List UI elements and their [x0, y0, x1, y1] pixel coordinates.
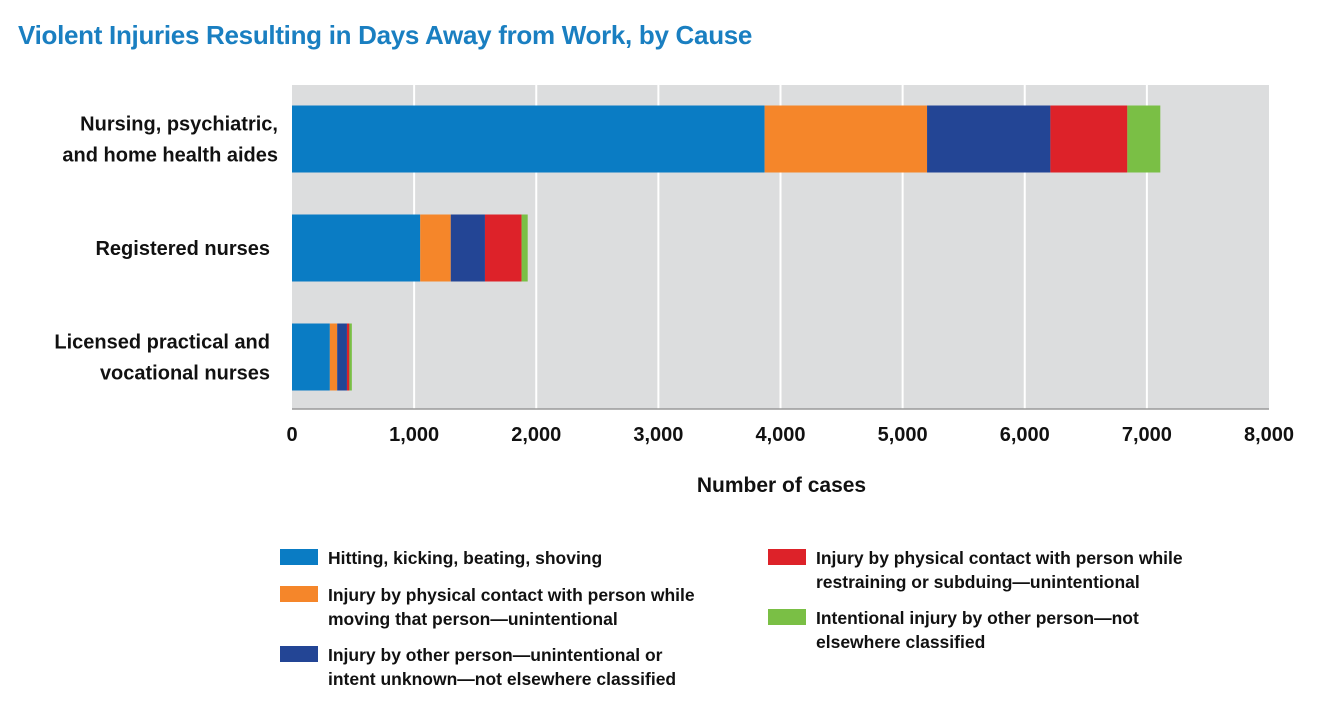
legend-label: Intentional injury by other person—not [816, 608, 1139, 628]
bar-segment [1050, 105, 1128, 173]
bar-segment [329, 323, 338, 391]
legend-swatch [280, 549, 318, 565]
legend-swatch [768, 549, 806, 565]
bar-segment [521, 214, 528, 282]
bar-segment [764, 105, 928, 173]
legend-label: Injury by physical contact with person w… [328, 585, 695, 605]
bar-segment [420, 214, 451, 282]
chart-title: Violent Injuries Resulting in Days Away … [18, 20, 753, 50]
x-tick-label: 7,000 [1122, 424, 1172, 446]
legend-swatch [768, 609, 806, 625]
category-label: Registered nurses [95, 238, 270, 260]
legend-label: restraining or subduing—unintentional [816, 572, 1140, 592]
legend-label: Injury by physical contact with person w… [816, 548, 1183, 568]
legend-swatch [280, 646, 318, 662]
bar-segment [337, 323, 347, 391]
legend-label: Injury by other person—unintentional or [328, 645, 663, 665]
bar-segment [346, 323, 350, 391]
category-label: and home health aides [62, 145, 278, 167]
bar-segment [450, 214, 485, 282]
category-label: vocational nurses [100, 363, 270, 385]
x-tick-label: 6,000 [1000, 424, 1050, 446]
legend-label: Hitting, kicking, beating, shoving [328, 548, 602, 568]
x-tick-label: 8,000 [1244, 424, 1294, 446]
bar-segment [927, 105, 1051, 173]
bar-segment [1127, 105, 1161, 173]
bar-segment [484, 214, 522, 282]
x-tick-label: 2,000 [511, 424, 561, 446]
category-label: Nursing, psychiatric, [80, 114, 278, 136]
x-tick-label: 4,000 [755, 424, 805, 446]
x-tick-label: 0 [286, 424, 297, 446]
legend-label: intent unknown—not elsewhere classified [328, 669, 676, 689]
x-axis-title: Number of cases [697, 474, 866, 497]
legend-label: elsewhere classified [816, 632, 985, 652]
x-tick-label: 3,000 [633, 424, 683, 446]
bar-segment [292, 214, 421, 282]
legend-swatch [280, 586, 318, 602]
bar-segment [292, 105, 765, 173]
x-tick-label: 1,000 [389, 424, 439, 446]
legend-label: moving that person—unintentional [328, 609, 618, 629]
x-tick-label: 5,000 [878, 424, 928, 446]
category-label: Licensed practical and [54, 332, 270, 354]
bar-segment [292, 323, 330, 391]
bar-segment [349, 323, 352, 391]
